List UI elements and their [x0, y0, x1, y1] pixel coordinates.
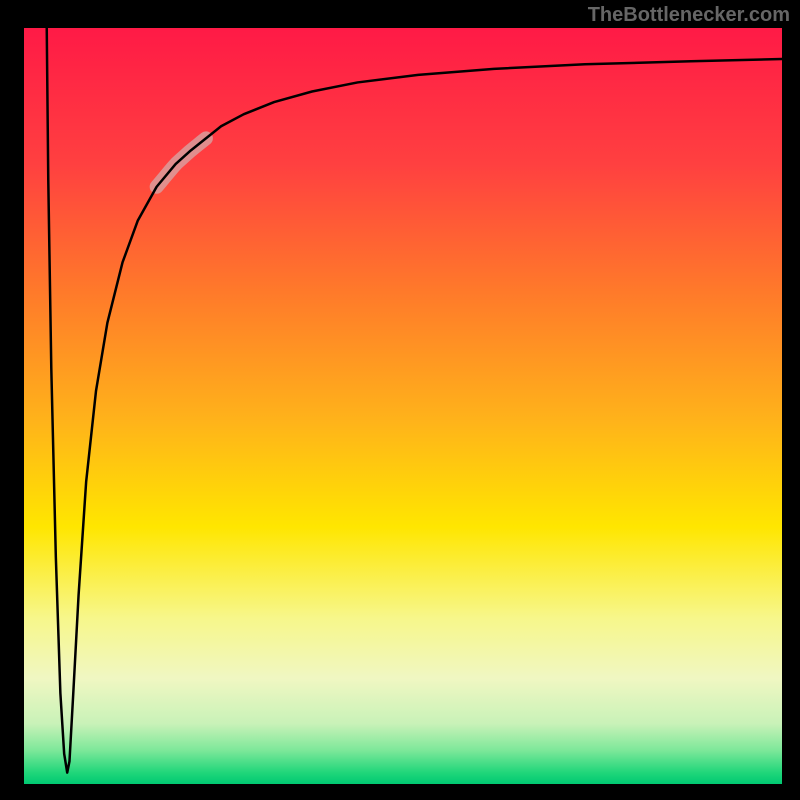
curve-layer [24, 28, 782, 784]
watermark-text: TheBottlenecker.com [588, 4, 790, 27]
chart-outer: TheBottlenecker.com [0, 0, 800, 800]
bottleneck-curve [47, 28, 782, 773]
plot-area [24, 28, 782, 784]
